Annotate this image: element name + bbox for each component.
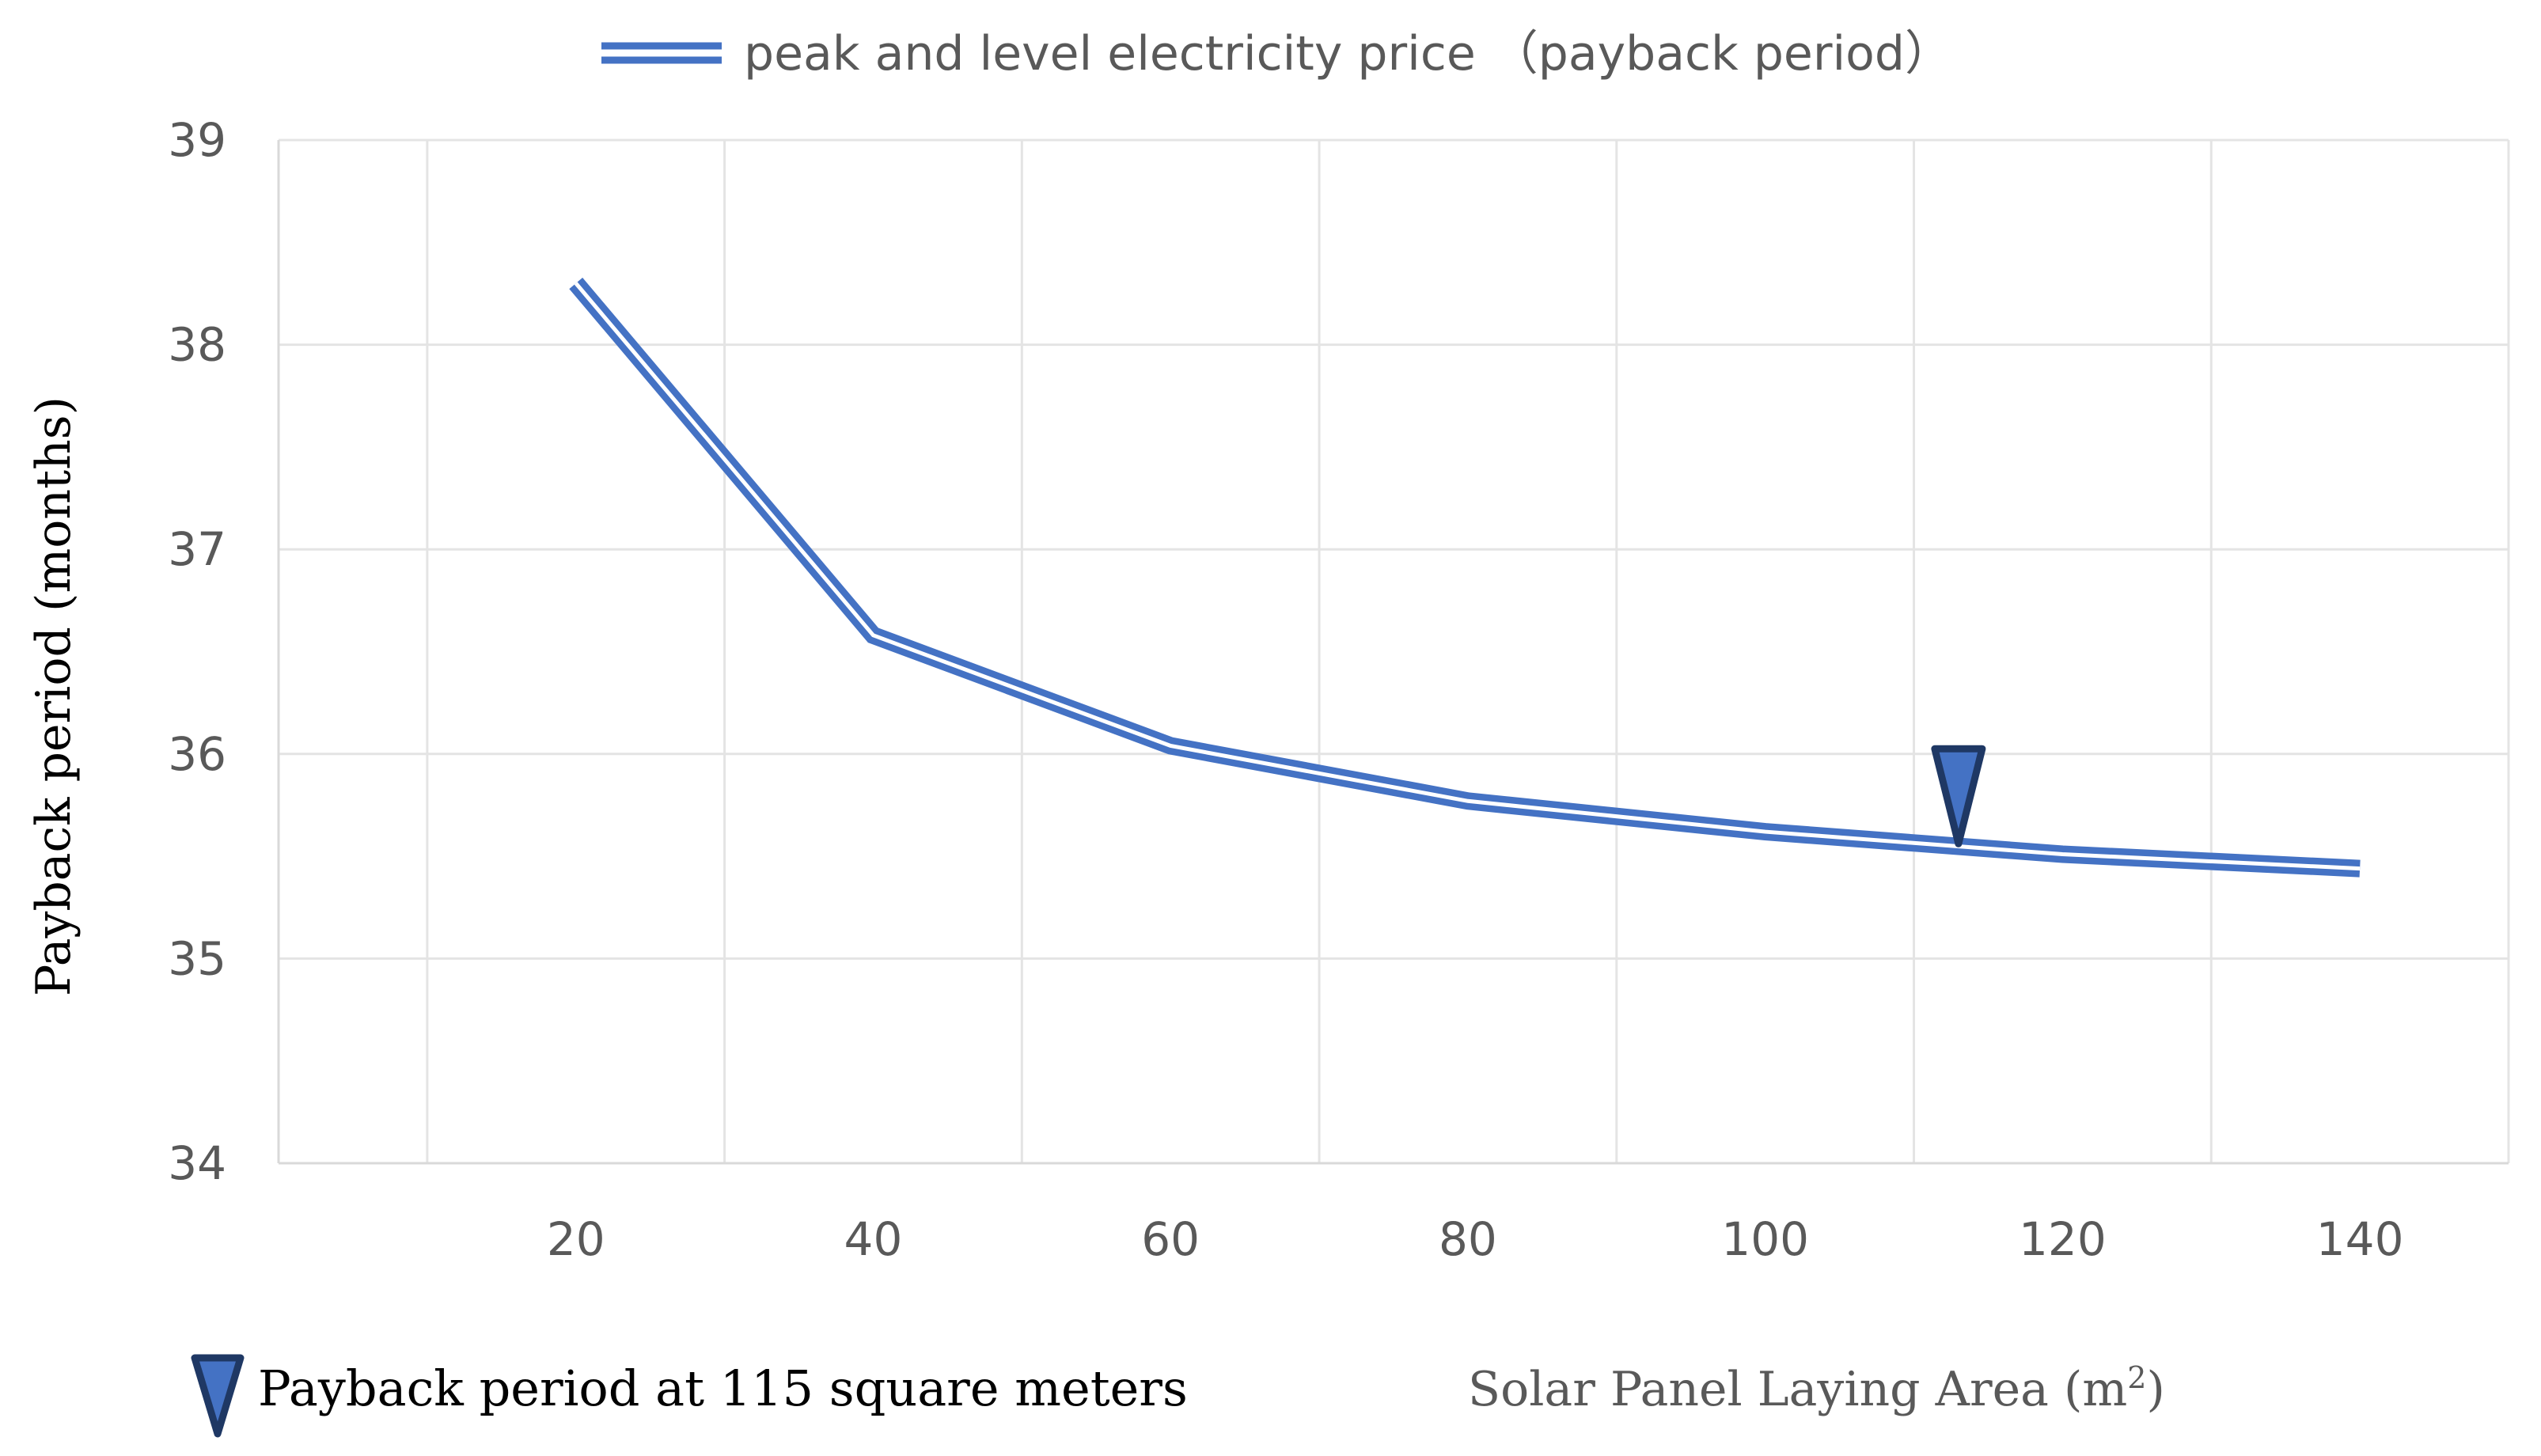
annotation-marker <box>1931 745 1986 847</box>
x-tick-label-20: 20 <box>547 1212 605 1266</box>
y-tick-label-37: 37 <box>168 522 226 576</box>
x-tick-label-80: 80 <box>1439 1212 1497 1266</box>
series-line-0 <box>569 277 2361 878</box>
x-tick-label-100: 100 <box>1721 1212 1809 1266</box>
y-tick-label-35: 35 <box>168 931 226 985</box>
x-axis-title: Solar Panel Laying Area (m2) <box>1468 1360 2165 1417</box>
y-axis-title: Payback period (months) <box>26 396 82 996</box>
y-tick-label-34: 34 <box>168 1136 226 1190</box>
grid-layer <box>279 138 2510 1163</box>
x-tick-label-60: 60 <box>1141 1212 1200 1266</box>
annotation-legend: Payback period at 115 square meters <box>191 1354 1188 1438</box>
x-tick-label-120: 120 <box>2019 1212 2107 1266</box>
marker-layer <box>1931 745 1986 847</box>
series-line-inner-0 <box>574 282 2361 871</box>
legend-label: peak and level electricity price （paybac… <box>744 26 1952 82</box>
legend: peak and level electricity price （paybac… <box>601 26 1952 82</box>
x-axis-title-close: ) <box>2146 1362 2164 1417</box>
annotation-legend-label: Payback period at 115 square meters <box>258 1359 1188 1417</box>
y-tick-label-36: 36 <box>168 727 226 781</box>
x-axis-title-main: Solar Panel Laying Area (m <box>1468 1362 2127 1417</box>
y-tick-label-39: 39 <box>168 113 226 167</box>
x-tick-label-40: 40 <box>844 1212 903 1266</box>
x-axis-title-superscript: 2 <box>2127 1360 2146 1395</box>
annotation-legend-marker-icon <box>191 1354 245 1438</box>
series-layer <box>569 277 2361 878</box>
y-tick-label-38: 38 <box>168 318 226 372</box>
x-tick-label-140: 140 <box>2316 1212 2404 1266</box>
axis-layer: 34 35 36 37 38 39 20 40 60 80 100 120 140 <box>168 113 2509 1266</box>
